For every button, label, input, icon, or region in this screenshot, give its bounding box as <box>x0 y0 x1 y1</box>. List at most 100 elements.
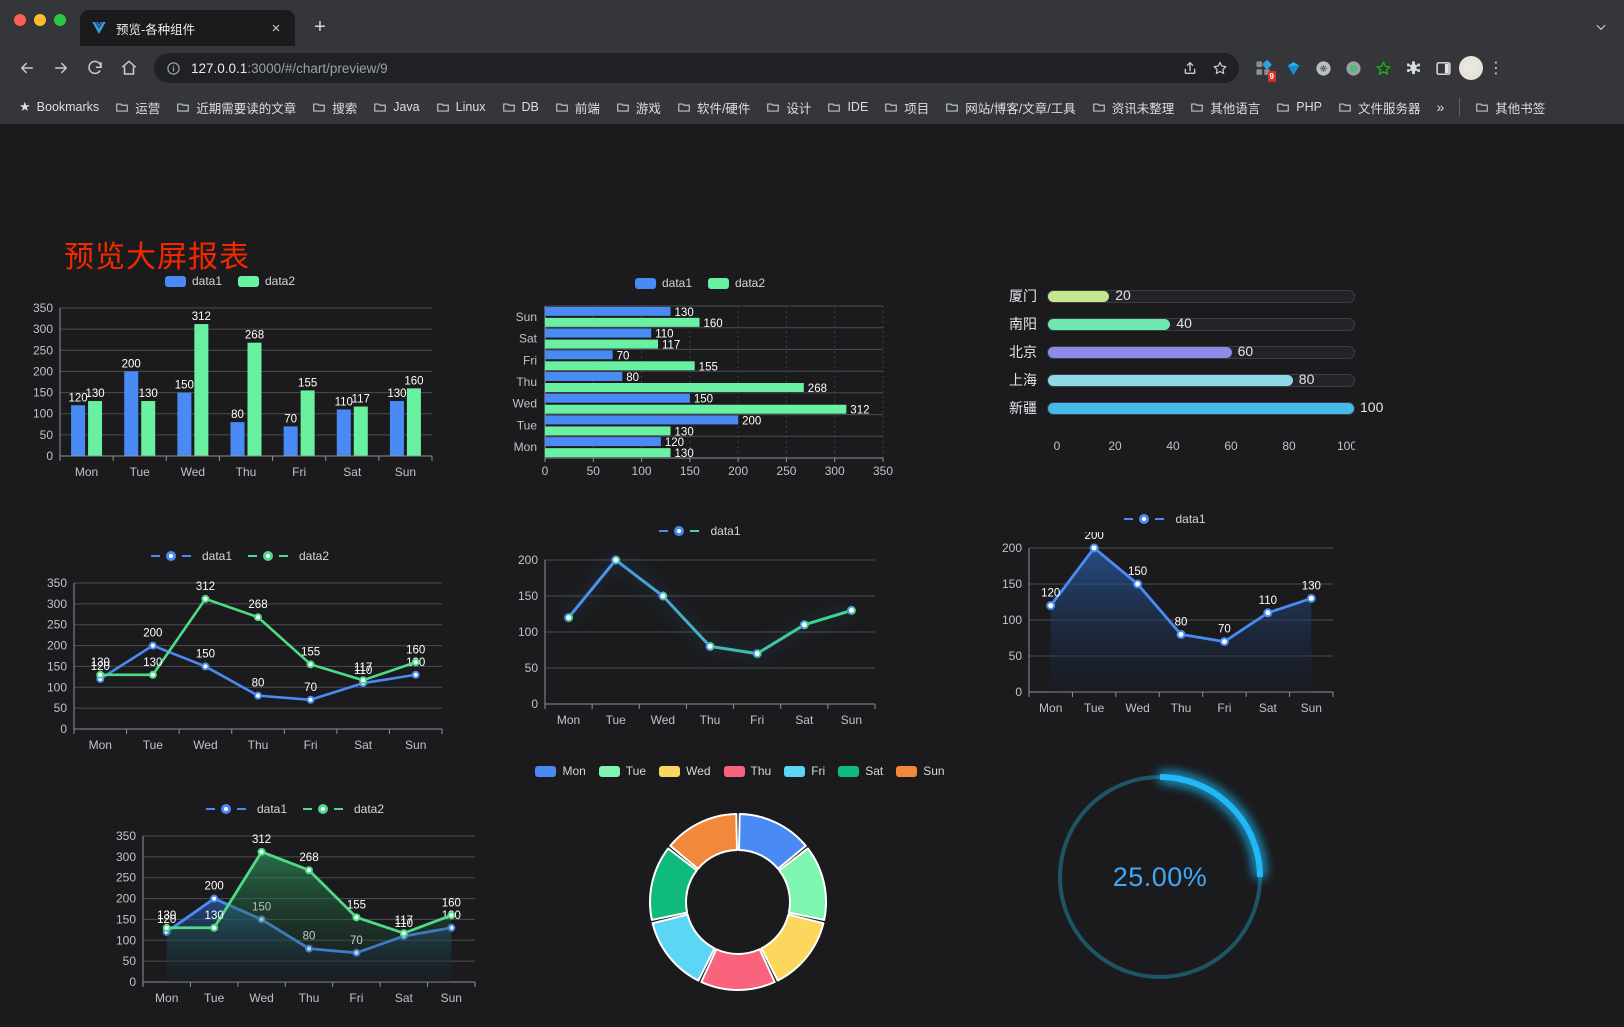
legend-item[interactable]: data1 <box>150 549 232 563</box>
diamond-icon[interactable] <box>1279 54 1307 82</box>
bookmark-folder[interactable]: IDE <box>820 96 875 118</box>
share-icon[interactable] <box>1177 55 1203 81</box>
legend-item[interactable]: data2 <box>238 274 295 288</box>
bookmark-folder[interactable]: DB <box>495 96 546 118</box>
bookmark-folder[interactable]: 其他语言 <box>1183 94 1267 121</box>
legend-item[interactable]: data1 <box>164 274 222 288</box>
legend-item[interactable]: data2 <box>708 276 765 290</box>
bookmark-folder[interactable]: 游戏 <box>609 94 668 121</box>
progress-fill <box>1048 290 1110 302</box>
legend-item[interactable]: Fri <box>784 764 825 778</box>
legend-item[interactable]: Thu <box>723 764 771 778</box>
bookmark-label: 其他语言 <box>1210 101 1261 116</box>
svg-text:120: 120 <box>91 661 110 673</box>
bookmark-folder[interactable]: 运营 <box>108 94 167 121</box>
reload-icon[interactable] <box>80 53 110 83</box>
folder-icon <box>884 100 898 114</box>
bookmark-label: 近期需要读的文章 <box>196 101 297 116</box>
site-info-icon[interactable] <box>166 61 181 76</box>
legend-item[interactable]: data1 <box>659 524 741 538</box>
bookmark-folder[interactable]: 项目 <box>877 94 936 121</box>
forward-arrow-icon[interactable] <box>46 53 76 83</box>
svg-text:Tue: Tue <box>204 991 225 1005</box>
progress-track[interactable]: 40 <box>1047 315 1355 331</box>
close-tab-button[interactable]: × <box>271 19 281 37</box>
gear-circle-icon[interactable] <box>1309 54 1337 82</box>
legend-label: Wed <box>686 764 711 778</box>
sidepanel-icon[interactable] <box>1429 54 1457 82</box>
legend-item[interactable]: Tue <box>598 764 647 778</box>
legend-item[interactable]: Wed <box>659 764 711 778</box>
legend-label: Tue <box>625 764 647 778</box>
svg-text:200: 200 <box>518 553 538 567</box>
svg-text:155: 155 <box>699 361 718 373</box>
svg-text:100: 100 <box>1002 613 1022 627</box>
svg-text:Fri: Fri <box>750 713 764 727</box>
svg-text:130: 130 <box>91 657 110 669</box>
legend-item[interactable]: data1 <box>205 802 287 816</box>
bookmark-folder[interactable]: PHP <box>1269 96 1329 118</box>
legend-label: data1 <box>1175 512 1206 526</box>
svg-text:Fri: Fri <box>304 738 318 752</box>
progress-axis: 0 20 40 60 80 100 <box>1054 439 1358 453</box>
legend-item[interactable]: Sun <box>896 764 945 778</box>
progress-track[interactable]: 100 <box>1047 399 1383 415</box>
new-tab-button[interactable]: + <box>314 15 326 38</box>
bookmark-folder[interactable]: 软件/硬件 <box>670 94 757 121</box>
folder-icon <box>945 100 959 114</box>
green-dot-icon[interactable] <box>1339 54 1367 82</box>
bookmarks-overflow-button[interactable]: » <box>1436 99 1445 115</box>
back-arrow-icon[interactable] <box>12 53 42 83</box>
legend-item[interactable]: Mon <box>535 764 586 778</box>
bookmark-folder[interactable]: Linux <box>429 96 493 118</box>
svg-text:80: 80 <box>252 678 265 690</box>
minimize-window-button[interactable] <box>34 14 46 26</box>
maximize-window-button[interactable] <box>54 14 66 26</box>
star-outline-green-icon[interactable] <box>1369 54 1397 82</box>
progress-track[interactable]: 60 <box>1047 343 1355 359</box>
chart-bar-vertical: data1 data2 0 50 100 150 200 250 300 350 120 130… <box>20 274 440 489</box>
svg-text:250: 250 <box>116 871 136 885</box>
bookmark-folder[interactable]: 前端 <box>548 94 607 121</box>
legend-swatch-tue <box>598 765 620 777</box>
progress-track[interactable]: 20 <box>1047 286 1355 303</box>
bookmark-folder[interactable]: 近期需要读的文章 <box>169 94 303 121</box>
window-traffic-lights[interactable] <box>14 14 66 26</box>
legend-item[interactable]: data1 <box>634 276 692 290</box>
bookmark-folder[interactable]: 文件服务器 <box>1331 94 1428 121</box>
bookmark-folder[interactable]: Java <box>366 96 426 118</box>
bookmark-folder[interactable]: 网站/博客/文章/工具 <box>938 94 1082 121</box>
star-outline-icon[interactable] <box>1207 55 1233 81</box>
bookmarks-root[interactable]: ★ Bookmarks <box>12 95 106 119</box>
close-window-button[interactable] <box>14 14 26 26</box>
svg-text:250: 250 <box>47 618 67 632</box>
puzzle-icon[interactable] <box>1399 54 1427 82</box>
svg-text:0: 0 <box>60 722 67 736</box>
svg-text:Tue: Tue <box>143 738 164 752</box>
legend-swatch-data1 <box>634 277 656 289</box>
profile-avatar[interactable]: 😀 <box>1459 56 1483 80</box>
other-bookmarks-folder[interactable]: 其他书签 <box>1468 94 1552 121</box>
bookmark-folder[interactable]: 搜索 <box>305 94 364 121</box>
home-icon[interactable] <box>114 53 144 83</box>
progress-track[interactable]: 80 <box>1047 371 1355 387</box>
legend-item[interactable]: Sat <box>838 764 883 778</box>
bookmark-folder[interactable]: 资讯未整理 <box>1085 94 1182 121</box>
progress-value: 20 <box>1115 286 1131 303</box>
legend-item[interactable]: data1 <box>1124 512 1206 526</box>
legend-item[interactable]: data2 <box>303 802 384 816</box>
svg-text:100: 100 <box>116 933 136 947</box>
browser-tab[interactable]: 预览-各种组件 × <box>80 10 295 46</box>
kebab-menu-icon[interactable]: ⋮ <box>1488 60 1504 77</box>
progress-fill <box>1048 402 1354 414</box>
bookmark-folder[interactable]: 设计 <box>759 94 818 121</box>
donut-plot <box>649 813 827 991</box>
extensions-grid-icon[interactable]: 9 <box>1249 54 1277 82</box>
url-host: 127.0.0.1 <box>191 60 248 76</box>
folder-icon <box>436 100 450 114</box>
svg-text:80: 80 <box>626 372 639 384</box>
address-bar[interactable]: 127.0.0.1:3000/#/chart/preview/9 <box>154 53 1239 83</box>
legend-item[interactable]: data2 <box>248 549 329 563</box>
svg-text:0: 0 <box>542 464 549 478</box>
chevron-down-icon[interactable] <box>1594 20 1608 37</box>
